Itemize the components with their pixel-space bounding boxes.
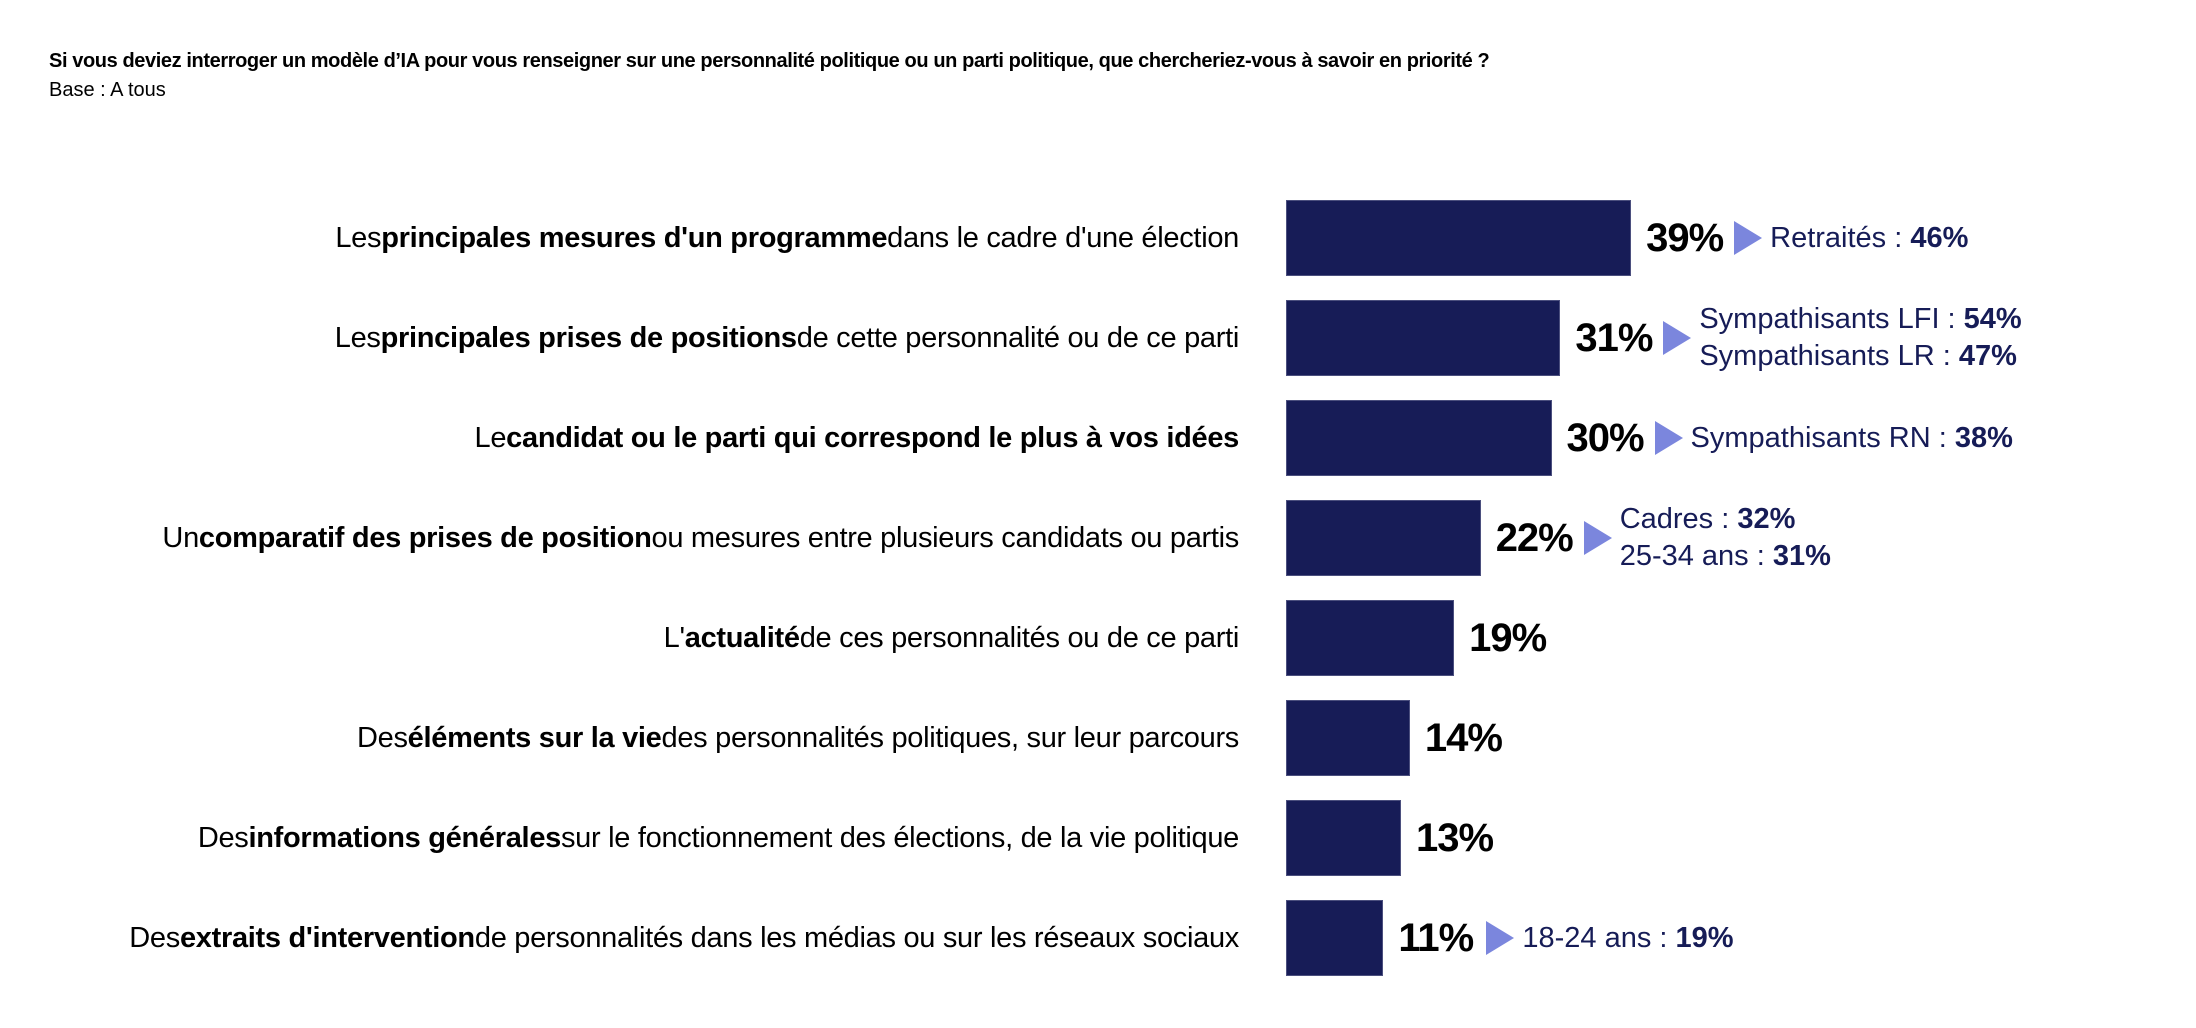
bar: [1286, 900, 1384, 976]
category-label-text: L': [663, 621, 685, 654]
category-label-emphasis: principales mesures d'un programme: [381, 221, 888, 254]
category-label-emphasis: extraits d'intervention: [179, 921, 475, 954]
chart-row: Un comparatif des prises de position ou …: [0, 500, 2196, 576]
callout-value: 19%: [1675, 921, 1734, 954]
callout-value: 46%: [1910, 221, 1969, 254]
callout-line: Sympathisants LR : 47%: [1699, 338, 2021, 375]
callout-value: 32%: [1737, 503, 1796, 535]
category-label-text: de cette personnalité ou de ce parti: [796, 321, 1240, 354]
bar: [1286, 300, 1561, 376]
data-label: 19%: [1469, 615, 1547, 660]
chart-row: Des informations générales sur le foncti…: [0, 800, 2196, 876]
callout-group: Sympathisants LR :: [1699, 340, 1959, 372]
callout-group: Retraités :: [1770, 221, 1911, 254]
callout-lines: 18-24 ans : 19%: [1522, 920, 1733, 957]
callout-line: 25-34 ans : 31%: [1620, 538, 1831, 575]
callout-value: 38%: [1954, 421, 2013, 454]
category-label: L' actualité de ces personnalités ou de c…: [663, 600, 1240, 676]
subgroup-callout: 18-24 ans : 19%: [1486, 900, 1734, 976]
callout-value: 47%: [1958, 340, 2017, 372]
category-label-emphasis: informations générales: [248, 821, 561, 854]
callout-lines: Retraités : 46%: [1770, 220, 1968, 257]
category-label: Les principales mesures d'un programme d…: [335, 200, 1239, 276]
callout-line: 18-24 ans : 19%: [1522, 920, 1733, 957]
category-label: Les principales prises de positions de c…: [334, 300, 1240, 376]
data-label: 11%: [1398, 915, 1474, 960]
arrow-right-icon: [1583, 521, 1612, 555]
category-label: Des éléments sur la vie des personnalité…: [357, 700, 1239, 776]
bar: [1286, 500, 1481, 576]
category-label-text: Un: [162, 521, 199, 554]
callout-lines: Sympathisants LFI : 54% Sympathisants LR …: [1699, 301, 2021, 375]
category-label-text: Les: [334, 321, 381, 354]
chart-row: Le candidat ou le parti qui correspond l…: [0, 400, 2196, 476]
chart-row: Les principales prises de positions de c…: [0, 300, 2196, 376]
bar: [1286, 800, 1402, 876]
category-label-emphasis: actualité: [684, 621, 800, 654]
category-label-text: des personnalités politiques, sur leur p…: [661, 721, 1240, 754]
data-label: 39%: [1646, 215, 1724, 260]
category-label: Des extraits d'intervention de personnal…: [129, 900, 1239, 976]
category-label-text: de personnalités dans les médias ou sur …: [474, 921, 1239, 954]
chart-title: Si vous deviez interroger un modèle d’IA…: [49, 50, 1490, 72]
chart-row: Les principales mesures d'un programme d…: [0, 200, 2196, 276]
callout-line: Cadres : 32%: [1620, 501, 1831, 538]
category-label-text: Des: [197, 821, 249, 854]
subgroup-callout: Sympathisants RN : 38%: [1654, 400, 2013, 476]
category-label-emphasis: principales prises de positions: [380, 321, 797, 354]
callout-group: 18-24 ans :: [1522, 921, 1676, 954]
category-label-text: dans le cadre d'une élection: [887, 221, 1239, 254]
chart-row: Des éléments sur la vie des personnalité…: [0, 700, 2196, 776]
chart-subtitle: Base : A tous: [49, 79, 166, 101]
subgroup-callout: Sympathisants LFI : 54% Sympathisants LR …: [1663, 300, 2022, 376]
callout-line: Sympathisants RN : 38%: [1691, 420, 2013, 457]
category-label-emphasis: éléments sur la vie: [407, 721, 662, 754]
callout-value: 54%: [1963, 303, 2022, 335]
callout-group: Sympathisants RN :: [1690, 421, 1955, 454]
category-label-text: Des: [129, 921, 180, 954]
data-label: 22%: [1495, 515, 1574, 560]
callout-line: Sympathisants LFI : 54%: [1699, 301, 2021, 338]
chart-row: Des extraits d'intervention de personnal…: [0, 900, 2196, 976]
category-label-text: Le: [474, 421, 507, 454]
callout-group: 25-34 ans :: [1619, 540, 1773, 572]
category-label-text: sur le fonctionnement des élections, de …: [560, 821, 1239, 854]
category-label-text: de ces personnalités ou de ce parti: [799, 621, 1240, 654]
category-label: Un comparatif des prises de position ou …: [162, 500, 1239, 576]
category-label-text: ou mesures entre plusieurs candidats ou …: [651, 521, 1240, 554]
arrow-right-icon: [1734, 221, 1763, 255]
category-label: Le candidat ou le parti qui correspond l…: [474, 400, 1239, 476]
subgroup-callout: Retraités : 46%: [1734, 200, 1968, 276]
subgroup-callout: Cadres : 32% 25-34 ans : 31%: [1583, 500, 1831, 576]
callout-line: Retraités : 46%: [1770, 220, 1968, 257]
category-label-emphasis: candidat ou le parti qui correspond le p…: [506, 421, 1239, 454]
bar: [1286, 400, 1552, 476]
bar: [1286, 700, 1410, 776]
data-label: 30%: [1566, 415, 1645, 460]
chart-row: L' actualité de ces personnalités ou de c…: [0, 600, 2196, 676]
data-label: 14%: [1424, 715, 1503, 760]
category-label-emphasis: comparatif des prises de position: [198, 521, 652, 554]
arrow-right-icon: [1654, 421, 1683, 455]
arrow-right-icon: [1663, 321, 1692, 355]
arrow-right-icon: [1486, 921, 1515, 955]
callout-group: Cadres :: [1619, 503, 1738, 535]
data-label: 13%: [1416, 815, 1494, 860]
callout-value: 31%: [1772, 540, 1831, 572]
callout-group: Sympathisants LFI :: [1699, 303, 1964, 335]
category-label-text: Des: [357, 721, 408, 754]
callout-lines: Cadres : 32% 25-34 ans : 31%: [1620, 501, 1831, 575]
data-label: 31%: [1575, 315, 1653, 360]
bar: [1286, 200, 1632, 276]
category-label: Des informations générales sur le foncti…: [198, 800, 1239, 876]
callout-lines: Sympathisants RN : 38%: [1691, 420, 2013, 457]
bar: [1286, 600, 1455, 676]
category-label-text: Les: [335, 221, 382, 254]
